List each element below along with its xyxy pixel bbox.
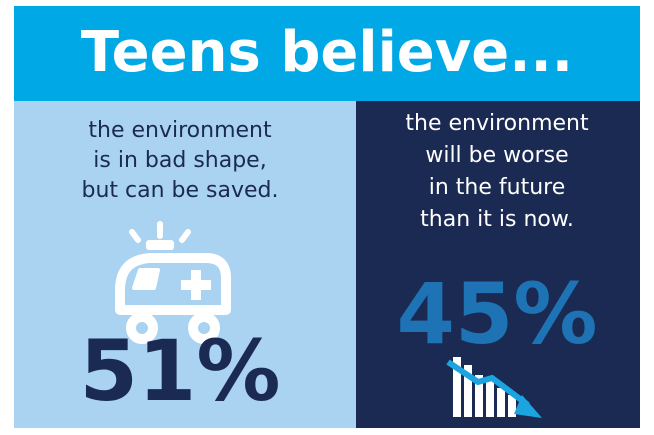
right-line: the environment [405,111,589,136]
left-line: but can be saved. [82,178,279,203]
title: Teens believe... [81,20,573,85]
right-panel [356,101,640,428]
left-line: the environment [88,118,272,143]
left-stat: 51% [79,322,280,420]
trend-arrow [446,359,530,408]
header-band [14,6,640,101]
left-panel [14,101,356,428]
right-stat: 45% [396,265,597,363]
ambulance-icon [115,221,231,344]
right-line: in the future [429,175,566,200]
arrow-head [514,395,542,418]
left-line: is in bad shape, [93,148,266,173]
right-line: will be worse [425,143,568,168]
right-line: than it is now. [420,207,574,232]
declining-bars-icon [453,357,516,417]
